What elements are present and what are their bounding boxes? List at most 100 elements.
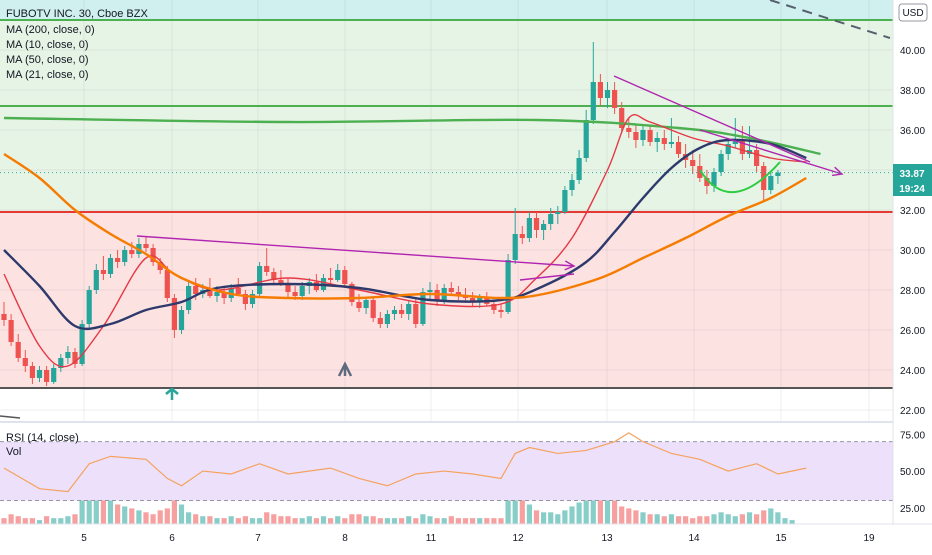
candle-72[interactable] — [512, 208, 518, 264]
candle-0[interactable] — [1, 302, 7, 326]
candle-86[interactable] — [612, 82, 618, 114]
legend-ma21[interactable]: MA (21, close, 0) — [6, 69, 89, 81]
candle-89[interactable] — [633, 124, 639, 148]
candle-60[interactable] — [427, 282, 433, 300]
trendline-lower[interactable] — [136, 235, 576, 271]
candle-54[interactable] — [384, 310, 390, 328]
candle-91[interactable] — [647, 126, 653, 146]
candle-44[interactable] — [313, 274, 319, 292]
candle-69[interactable] — [491, 300, 497, 314]
candle-74[interactable] — [526, 212, 532, 242]
vol-legend-title[interactable]: Vol — [6, 446, 21, 458]
dashed-projection[interactable] — [769, 0, 891, 39]
candle-95[interactable] — [675, 136, 682, 158]
candle-55[interactable] — [391, 306, 398, 320]
ma10-line[interactable] — [3, 114, 807, 368]
candle-75[interactable] — [533, 212, 540, 238]
candle-84[interactable] — [597, 74, 603, 106]
candle-81[interactable] — [576, 150, 582, 184]
rsi-line[interactable] — [3, 432, 807, 493]
candle-40[interactable] — [285, 278, 291, 298]
candle-77[interactable] — [548, 208, 554, 230]
ma21-line[interactable] — [3, 153, 807, 300]
candle-25[interactable] — [178, 306, 185, 334]
arrow-up-marker-green[interactable] — [165, 387, 179, 400]
candle-1[interactable] — [8, 314, 14, 346]
candle-48[interactable] — [342, 266, 348, 288]
arrow-up-marker-gray[interactable] — [337, 361, 353, 377]
candle-103[interactable] — [732, 118, 738, 148]
candle-66[interactable] — [470, 292, 476, 306]
candle-53[interactable] — [377, 312, 383, 328]
candle-37[interactable] — [264, 248, 270, 276]
candle-79[interactable] — [562, 186, 568, 214]
candle-73[interactable] — [519, 226, 525, 244]
candle-99[interactable] — [704, 170, 710, 194]
candle-24[interactable] — [171, 294, 177, 338]
candle-102[interactable] — [725, 138, 731, 160]
candle-47[interactable] — [335, 264, 341, 282]
candle-82[interactable] — [583, 110, 589, 162]
candle-8[interactable] — [58, 354, 64, 372]
candle-20[interactable] — [143, 236, 149, 252]
candle-15[interactable] — [107, 254, 114, 278]
candle-106[interactable] — [754, 144, 760, 172]
candle-101[interactable] — [718, 150, 724, 176]
candle-52[interactable] — [370, 296, 376, 322]
candle-76[interactable] — [541, 220, 547, 240]
candle-7[interactable] — [51, 364, 57, 384]
candle-38[interactable] — [271, 268, 277, 284]
legend-ma200[interactable]: MA (200, close, 0) — [6, 24, 95, 36]
candle-100[interactable] — [711, 168, 717, 192]
candle-14[interactable] — [100, 256, 106, 280]
currency-button[interactable] — [898, 3, 928, 22]
candle-108[interactable] — [768, 172, 774, 194]
candle-57[interactable] — [406, 300, 412, 320]
candle-12[interactable] — [86, 286, 92, 328]
candle-58[interactable] — [413, 298, 419, 328]
candle-17[interactable] — [122, 246, 128, 266]
candle-97[interactable] — [690, 150, 696, 174]
candle-36[interactable] — [257, 262, 263, 296]
candle-49[interactable] — [349, 282, 355, 306]
candle-64[interactable] — [455, 286, 461, 300]
candle-80[interactable] — [569, 174, 575, 196]
candle-51[interactable] — [363, 298, 369, 314]
candle-3[interactable] — [22, 350, 28, 372]
ma50-line[interactable] — [3, 138, 807, 331]
candle-13[interactable] — [93, 264, 99, 294]
candle-56[interactable] — [399, 304, 405, 318]
candle-94[interactable] — [668, 118, 674, 148]
ma200-line[interactable] — [3, 116, 821, 156]
candle-16[interactable] — [115, 250, 121, 268]
candle-88[interactable] — [626, 118, 632, 138]
cup-curve[interactable] — [699, 161, 781, 194]
candle-34[interactable] — [242, 290, 248, 310]
trendline-upper-arrow[interactable] — [699, 129, 844, 177]
candle-93[interactable] — [661, 130, 667, 150]
candle-92[interactable] — [654, 132, 660, 152]
candle-10[interactable] — [72, 348, 78, 368]
candle-85[interactable] — [604, 82, 611, 108]
candle-70[interactable] — [498, 304, 504, 318]
candle-9[interactable] — [65, 346, 71, 364]
candle-6[interactable] — [44, 366, 50, 386]
rsi-legend-title[interactable]: RSI (14, close) — [6, 432, 79, 444]
candle-90[interactable] — [640, 124, 646, 146]
candle-98[interactable] — [697, 154, 703, 182]
candle-109[interactable] — [775, 170, 781, 184]
candle-23[interactable] — [164, 266, 170, 302]
legend-ma10[interactable]: MA (10, close, 0) — [6, 39, 89, 51]
candle-4[interactable] — [29, 362, 35, 384]
candle-5[interactable] — [36, 366, 43, 382]
candle-87[interactable] — [619, 102, 625, 132]
candle-71[interactable] — [505, 254, 511, 314]
candle-78[interactable] — [555, 206, 561, 224]
trendline-upper[interactable] — [613, 75, 811, 163]
legend-ma50[interactable]: MA (50, close, 0) — [6, 54, 89, 66]
candle-2[interactable] — [15, 334, 21, 362]
candle-83[interactable] — [590, 42, 596, 124]
candle-21[interactable] — [150, 244, 156, 266]
currency-button-label[interactable]: USD — [902, 8, 923, 19]
